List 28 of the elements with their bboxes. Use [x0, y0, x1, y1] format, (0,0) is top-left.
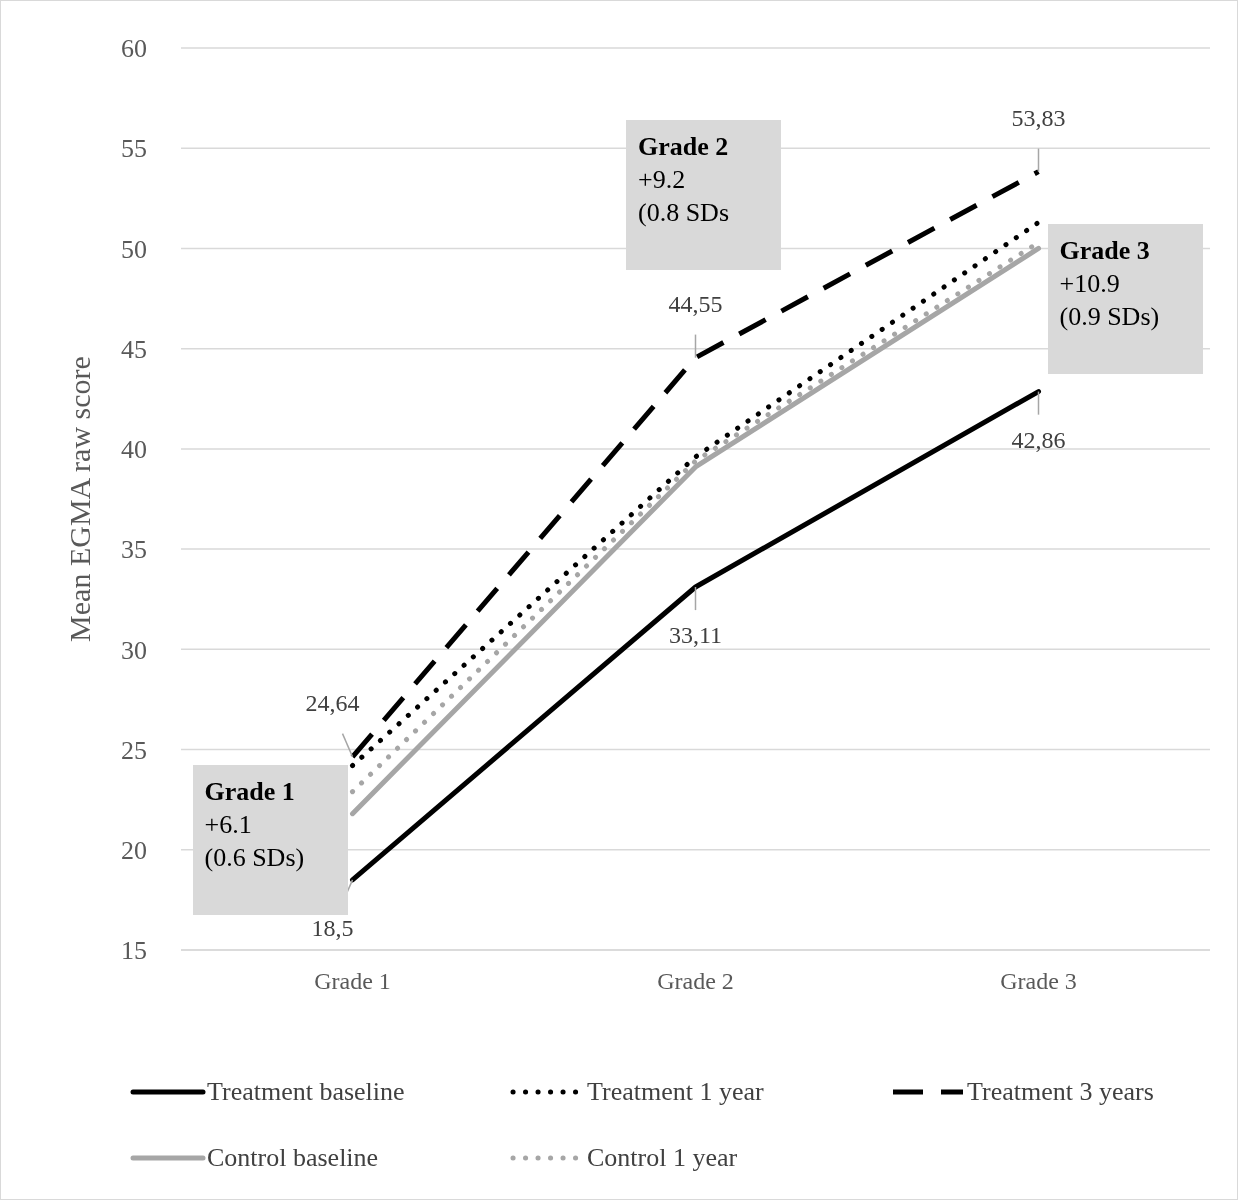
annotation: Grade 3 +10.9 (0.9 SDs): [1059, 234, 1161, 333]
y-tick-label: 40: [121, 435, 147, 465]
data-label: 18,5: [311, 914, 354, 941]
data-label: 53,83: [1011, 104, 1066, 131]
y-axis-title: Mean EGMA raw score: [62, 356, 96, 642]
legend-label: Treatment baseline: [207, 1077, 405, 1107]
x-tick-label: Grade 2: [657, 968, 734, 995]
x-tick-label: Grade 3: [1000, 968, 1077, 995]
data-label: 33,11: [668, 622, 723, 648]
x-tick-label: Grade 1: [314, 968, 391, 995]
legend-label: Treatment 1 year: [587, 1077, 764, 1107]
annotation: Grade 2 +9.2 (0.8 SDs: [638, 131, 730, 230]
data-label: 24,64: [305, 689, 360, 716]
legend-label: Control 1 year: [587, 1143, 738, 1173]
y-tick-label: 45: [121, 334, 147, 364]
annotation: Grade 1 +6.1 (0.6 SDs): [204, 776, 306, 875]
data-label: 44,55: [668, 290, 723, 317]
legend-label: Treatment 3 years: [967, 1077, 1154, 1107]
y-tick-label: 25: [121, 735, 147, 765]
y-tick-label: 15: [121, 936, 147, 966]
y-tick-label: 35: [121, 535, 147, 565]
data-label: 42,86: [1011, 426, 1066, 453]
y-tick-label: 20: [121, 836, 147, 866]
legend-label: Control baseline: [207, 1143, 379, 1173]
y-tick-label: 55: [121, 134, 147, 164]
y-tick-label: 60: [121, 34, 147, 64]
y-tick-label: 50: [121, 234, 147, 264]
y-tick-label: 30: [121, 635, 147, 665]
